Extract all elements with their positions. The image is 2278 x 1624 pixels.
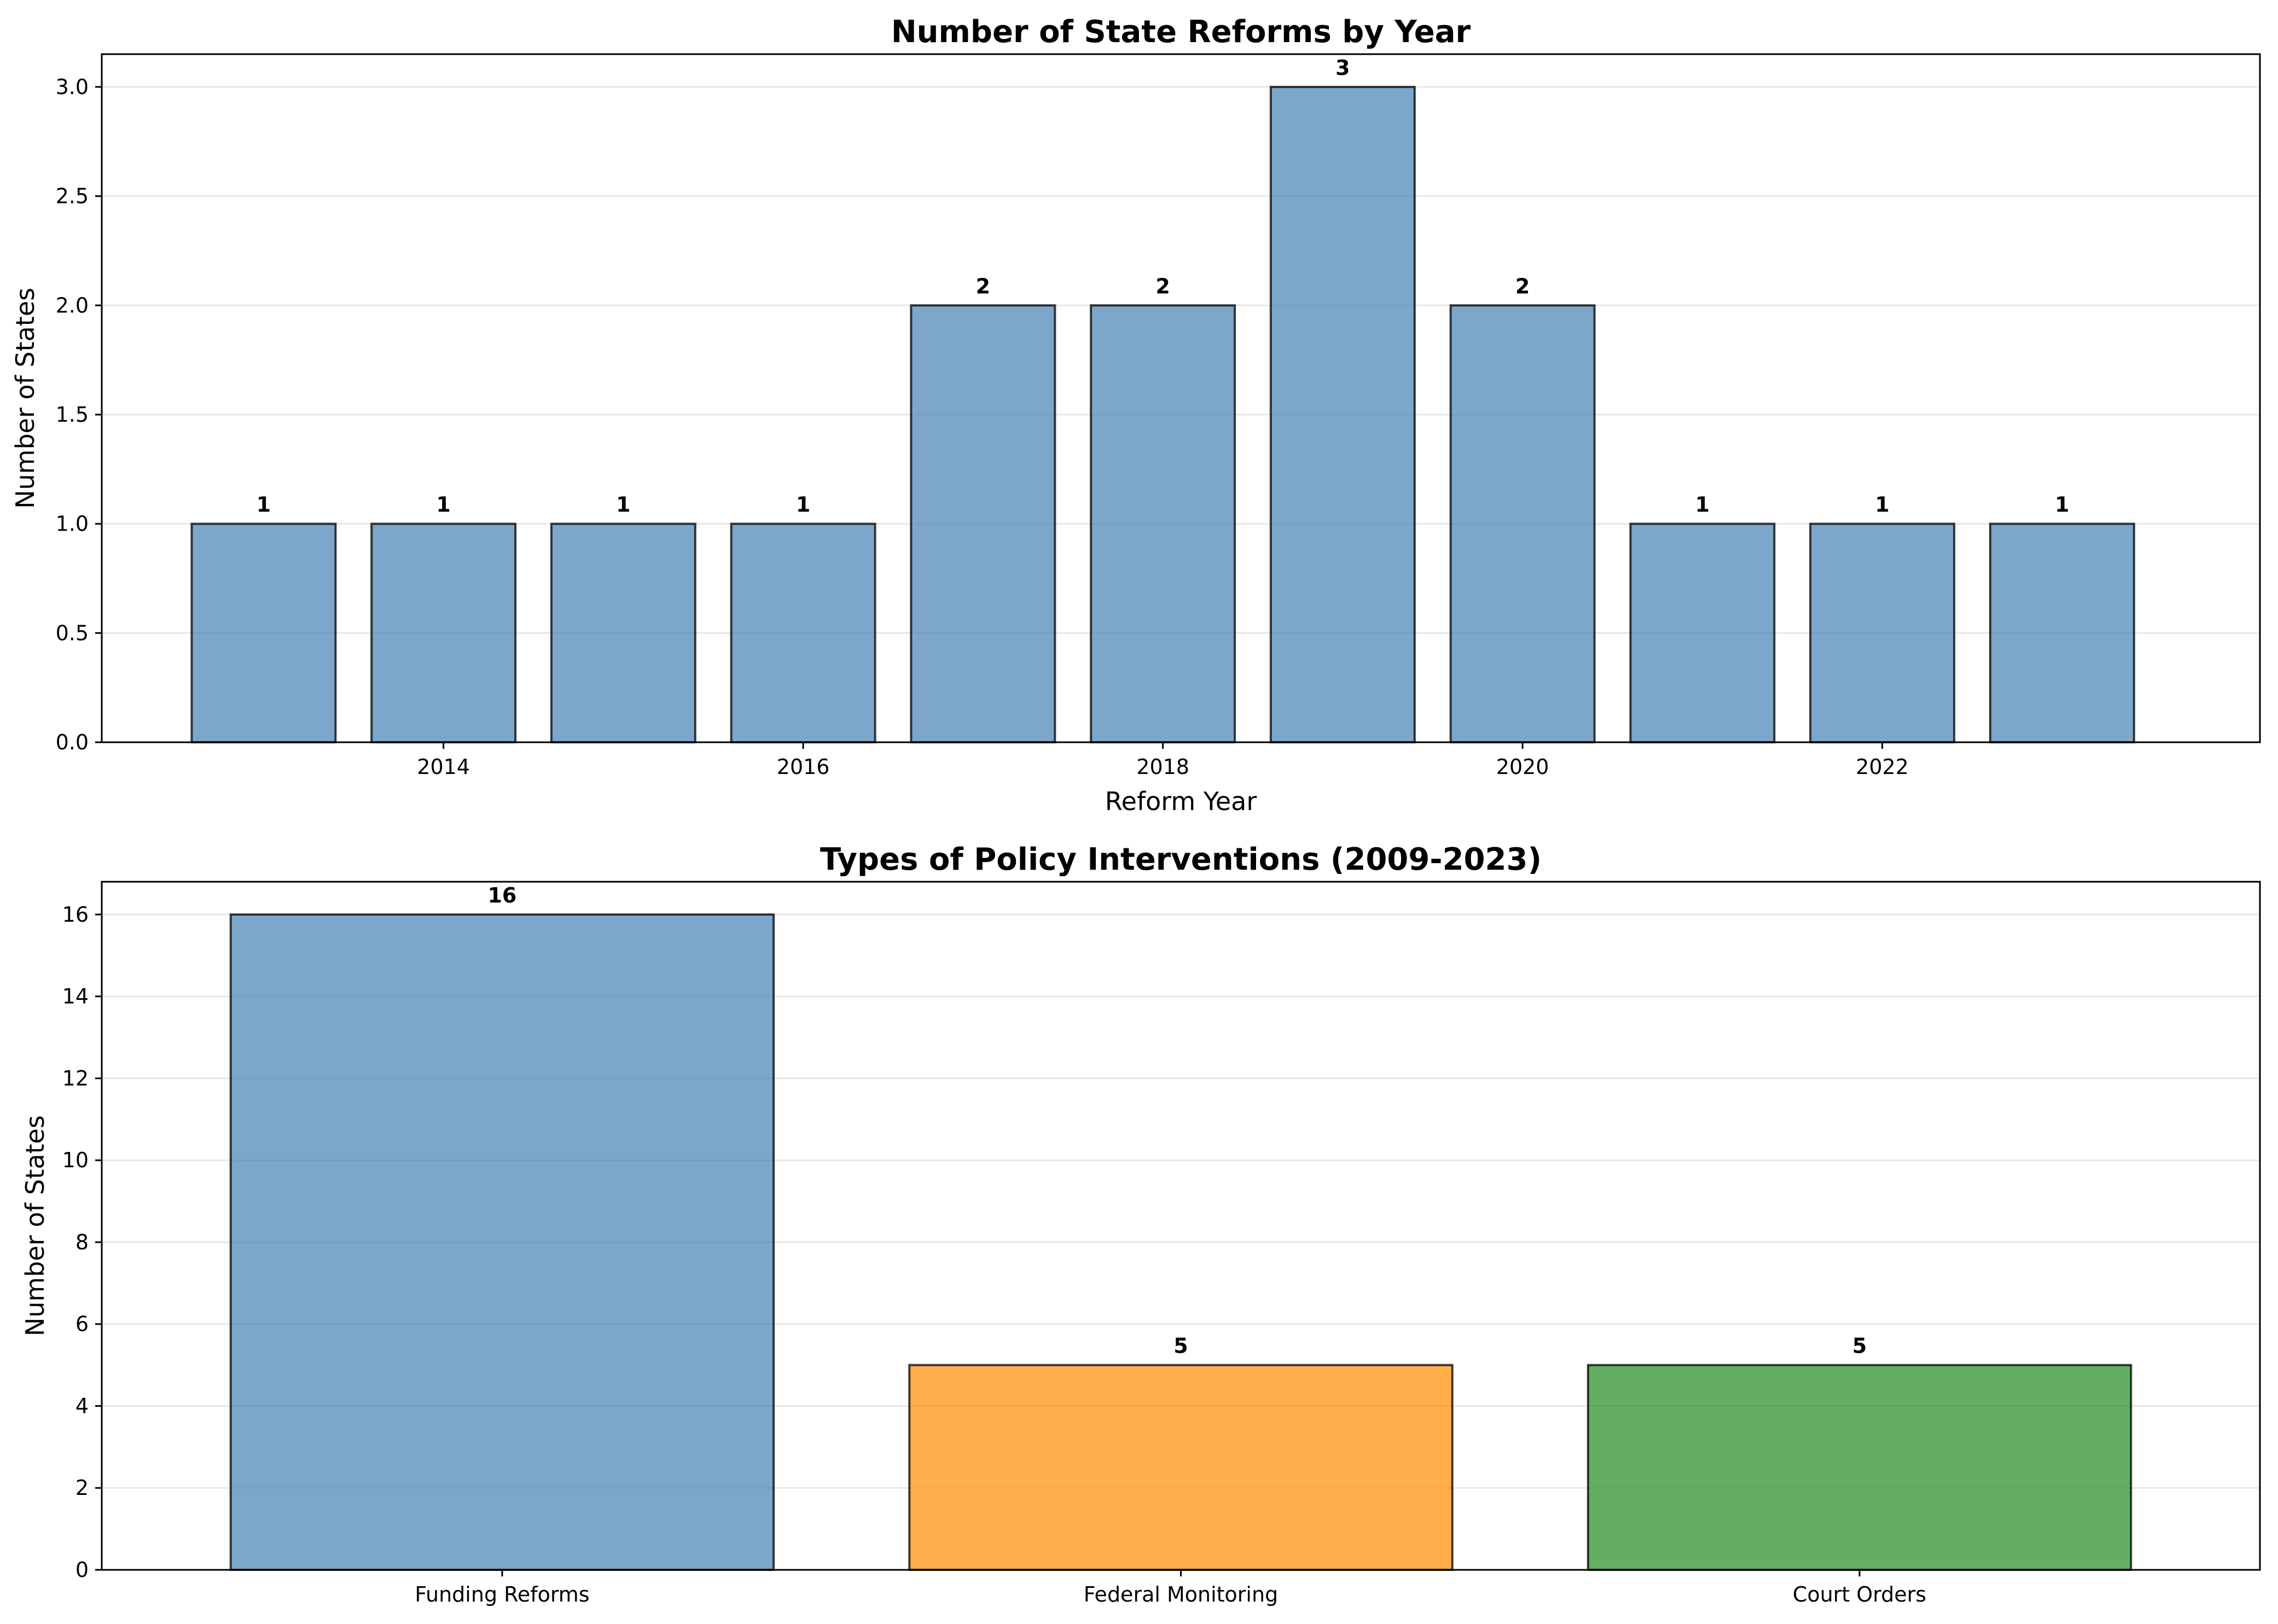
bar xyxy=(190,522,337,744)
x-tick-label: 2020 xyxy=(1496,755,1549,779)
y-tick-label: 6 xyxy=(75,1312,89,1336)
x-tick-label: 2022 xyxy=(1856,755,1909,779)
chart-title: Number of State Reforms by Year xyxy=(891,14,1471,50)
y-tick-label: 3.0 xyxy=(56,75,89,99)
bar-value-label: 1 xyxy=(257,493,271,517)
y-tick-label: 8 xyxy=(75,1230,89,1254)
chart-title: Types of Policy Interventions (2009-2023… xyxy=(820,842,1542,877)
y-tick-label: 4 xyxy=(75,1394,89,1418)
y-tick-label: 0.5 xyxy=(56,621,89,645)
y-tick-label: 16 xyxy=(62,903,89,927)
y-tick-label: 10 xyxy=(62,1148,89,1172)
x-category-label: Federal Monitoring xyxy=(1084,1582,1278,1606)
x-tick-label: 2014 xyxy=(417,755,470,779)
bar-value-label: 1 xyxy=(796,493,810,517)
bar xyxy=(910,304,1056,743)
bar xyxy=(1269,85,1416,743)
bar-value-label: 1 xyxy=(1695,493,1710,517)
bar-value-label: 3 xyxy=(1335,56,1350,80)
bar xyxy=(1809,522,1956,744)
bar xyxy=(730,522,876,744)
y-tick-label: 0 xyxy=(75,1558,89,1582)
x-axis-label: Reform Year xyxy=(1105,787,1257,816)
bar-value-label: 2 xyxy=(976,274,990,298)
x-category-label: Funding Reforms xyxy=(415,1582,589,1606)
y-axis-label: Number of States xyxy=(10,288,40,509)
bar-value-label: 1 xyxy=(616,493,630,517)
y-tick-label: 1.5 xyxy=(56,403,89,427)
y-tick-label: 2.5 xyxy=(56,184,89,208)
y-tick-label: 2.0 xyxy=(56,293,89,317)
y-tick-label: 2 xyxy=(75,1476,89,1500)
bar xyxy=(550,522,696,744)
y-tick-label: 14 xyxy=(62,985,89,1009)
bar-value-label: 5 xyxy=(1852,1334,1867,1358)
bar xyxy=(1989,522,2135,744)
bar-value-label: 1 xyxy=(2055,493,2069,517)
bar xyxy=(1629,522,1776,744)
x-tick-label: 2018 xyxy=(1136,755,1189,779)
y-tick-label: 0.0 xyxy=(56,730,89,754)
bar-value-label: 16 xyxy=(487,883,516,907)
bar xyxy=(229,913,775,1571)
x-tick-label: 2016 xyxy=(777,755,830,779)
chart-reforms-by-year: 1 1 1 1 2 2 3 2 1 1 1 0.0 0.5 1.0 1.5 2.0 2.5 3.0 2014 2016… xyxy=(10,14,2261,816)
y-tick-label: 12 xyxy=(62,1066,89,1090)
bar-value-label: 2 xyxy=(1155,274,1170,298)
y-axis-label: Number of States xyxy=(20,1115,50,1336)
bar-value-label: 1 xyxy=(436,493,450,517)
y-tick-label: 1.0 xyxy=(56,512,89,536)
plot-frame xyxy=(101,53,2261,743)
bar-value-label: 5 xyxy=(1173,1334,1188,1358)
bar xyxy=(370,522,517,744)
bar xyxy=(1090,304,1236,743)
bar xyxy=(1449,304,1596,743)
x-category-label: Court Orders xyxy=(1793,1582,1926,1606)
bar xyxy=(1587,1364,2132,1571)
bar xyxy=(908,1364,1454,1571)
bar-value-label: 1 xyxy=(1875,493,1889,517)
chart-policy-interventions: 16 5 5 0 2 4 6 8 10 12 14 16 Funding Reforms Federal … xyxy=(20,842,2261,1606)
bar-value-label: 2 xyxy=(1515,274,1530,298)
